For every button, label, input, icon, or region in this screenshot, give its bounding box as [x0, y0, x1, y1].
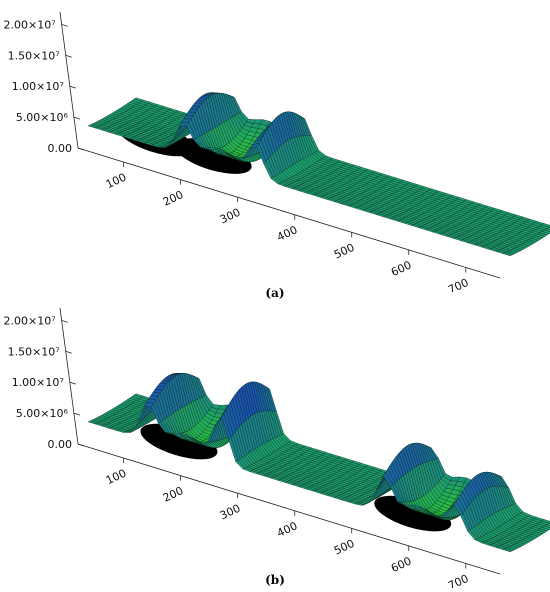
x-tick-label-200: 200	[161, 484, 186, 505]
axes-b: 1002003004005006007000.005.00×10⁶1.00×10…	[4, 307, 501, 588]
z-tick-2	[69, 85, 76, 89]
surface-plot-b: 1002003004005006007000.005.00×10⁶1.00×10…	[4, 307, 550, 588]
x-tick-label-600: 600	[389, 554, 414, 575]
x-axis-line	[77, 443, 501, 575]
z-tick-label-2: 1.00×10⁷	[12, 376, 64, 389]
z-axis-line	[59, 11, 79, 149]
surface-facet	[546, 522, 550, 526]
shadow-depression-2	[174, 138, 252, 174]
surface-facet	[502, 252, 513, 257]
surface-mesh-b	[87, 373, 550, 553]
caption-a: (a)	[265, 286, 285, 300]
x-tick-label-300: 300	[218, 206, 243, 227]
x-tick-label-500: 500	[332, 537, 357, 558]
x-axis-line	[77, 147, 501, 279]
z-tick-2	[69, 381, 76, 385]
x-tick-label-200: 200	[161, 188, 186, 209]
z-axis-line	[59, 307, 79, 445]
z-tick-label-2: 1.00×10⁷	[12, 80, 64, 93]
z-tick-label-0: 0.00	[48, 142, 73, 155]
z-tick-4	[61, 23, 68, 27]
z-tick-label-3: 1.50×10⁷	[8, 345, 60, 358]
chart-panel-b: 100 200 300 400 500 600 700 0.00 5.00×10⁶ 1.00×10…	[0, 296, 550, 588]
x-tick-label-400: 400	[275, 223, 300, 244]
z-tick-label-1: 5.00×10⁶	[16, 111, 69, 124]
z-tick-label-3: 1.50×10⁷	[8, 49, 60, 62]
caption-b: (b)	[265, 573, 285, 587]
x-tick-label-600: 600	[389, 258, 414, 279]
z-tick-label-0: 0.00	[48, 438, 73, 451]
x-tick-label-400: 400	[275, 519, 300, 540]
z-tick-label-4: 2.00×10⁷	[4, 314, 56, 327]
z-tick-3	[65, 54, 72, 58]
x-tick-label-300: 300	[218, 502, 243, 523]
z-tick-label-1: 5.00×10⁶	[16, 407, 69, 420]
z-tick-4	[61, 319, 68, 323]
z-tick-0	[77, 443, 85, 447]
z-tick-3	[65, 350, 72, 354]
surface-facet	[546, 226, 550, 230]
shadow-b	[140, 423, 452, 532]
z-tick-label-4: 2.00×10⁷	[4, 18, 56, 31]
shadow-depression-2	[374, 495, 452, 532]
surface-facet	[502, 548, 513, 553]
chart-panel-a: 100 200 300 400 500 600 700 0.00 5.00×10⁶ 1.00×10…	[0, 0, 550, 292]
z-tick-1	[73, 412, 81, 416]
shadow-depression-1	[140, 423, 218, 460]
z-tick-1	[73, 116, 81, 120]
x-tick-label-500: 500	[332, 241, 357, 262]
z-tick-0	[77, 147, 85, 151]
surface-mesh-a	[87, 92, 550, 257]
surface-plot-a: 1002003004005006007000.005.00×10⁶1.00×10…	[4, 11, 550, 292]
x-tick-label-100: 100	[104, 467, 129, 488]
x-tick-label-100: 100	[104, 171, 129, 192]
